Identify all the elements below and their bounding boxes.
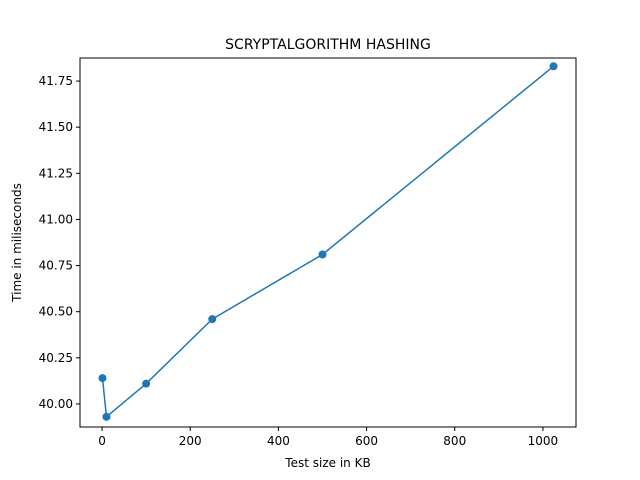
data-point — [142, 379, 151, 388]
y-tick-label: 40.50 — [39, 305, 73, 319]
data-point — [318, 250, 327, 259]
y-tick-label: 41.00 — [39, 212, 73, 226]
y-tick-label: 40.00 — [39, 397, 73, 411]
x-tick-label: 600 — [355, 434, 378, 448]
y-tick-label: 40.75 — [39, 259, 73, 273]
plot-frame — [79, 57, 577, 428]
y-axis-label: Time in miliseconds — [10, 183, 24, 303]
x-tick-label: 200 — [179, 434, 202, 448]
data-point — [549, 62, 558, 71]
chart-title: SCRYPTALGORITHM HASHING — [225, 37, 431, 53]
plot-area — [98, 62, 558, 421]
y-axis-ticks: 40.00 40.25 40.50 40.75 41.00 41.25 41.50 41.75 — [39, 74, 80, 411]
series-line — [101, 65, 554, 419]
y-tick-label: 41.75 — [39, 74, 73, 88]
x-tick-label: 1000 — [528, 434, 559, 448]
data-point — [208, 315, 217, 324]
y-tick-label: 40.25 — [39, 351, 73, 365]
y-tick-label: 41.50 — [39, 120, 73, 134]
data-point — [98, 374, 107, 383]
x-tick-label: 0 — [98, 434, 106, 448]
x-tick-label: 400 — [267, 434, 290, 448]
x-axis-label: Test size in KB — [284, 456, 370, 470]
data-point — [102, 412, 111, 421]
y-tick-label: 41.25 — [39, 166, 73, 180]
x-axis-ticks: 0 200 400 600 800 1000 — [98, 427, 558, 448]
x-tick-label: 800 — [443, 434, 466, 448]
